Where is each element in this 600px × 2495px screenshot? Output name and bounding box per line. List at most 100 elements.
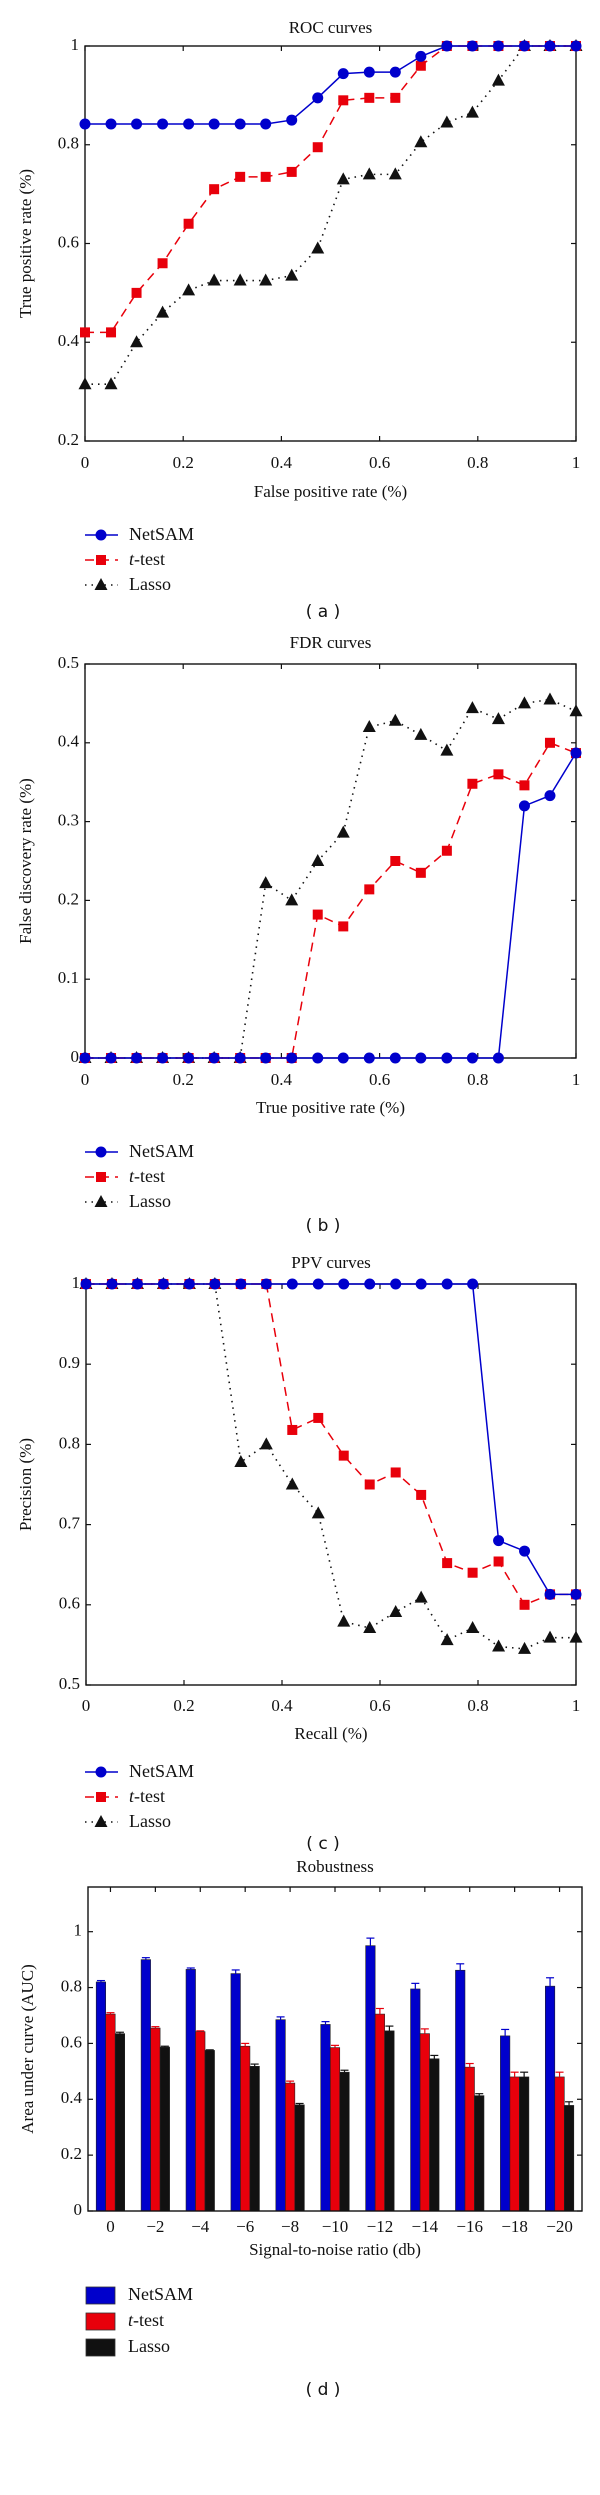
- data-point: [415, 1052, 427, 1064]
- data-point: [467, 1567, 478, 1578]
- data-point: [234, 1052, 246, 1064]
- data-point: [131, 118, 143, 130]
- data-point: [259, 273, 273, 286]
- y-tick-label: 0.1: [58, 968, 79, 987]
- data-point: [286, 1278, 298, 1290]
- x-tick-label: −18: [501, 2217, 528, 2236]
- x-tick-label: 0.6: [369, 1696, 390, 1715]
- y-tick-label: 1: [72, 1273, 81, 1292]
- plot-frame: [84, 45, 577, 442]
- data-point: [493, 769, 504, 780]
- legend-entry-lasso: Lasso: [85, 574, 171, 594]
- series-t-test: [81, 1279, 581, 1610]
- bar: [275, 2019, 286, 2212]
- legend-marker: [96, 555, 106, 565]
- bar: [114, 2033, 126, 2212]
- data-point: [286, 114, 298, 126]
- chart-panel-d: Robustness 0 0.2 0.4 0.6 0.8 1 Area under curve…: [18, 1857, 583, 2400]
- bar: [240, 2045, 251, 2212]
- bar: [140, 1959, 151, 2212]
- data-point: [519, 1599, 530, 1610]
- data-point: [209, 1278, 221, 1290]
- data-point: [183, 218, 194, 229]
- plot-frame: [85, 1283, 577, 1686]
- data-point: [233, 273, 247, 286]
- legend-label: t-test: [129, 1786, 165, 1806]
- data-point: [208, 1052, 220, 1064]
- legend-marker: [94, 1815, 108, 1827]
- data-point: [415, 1278, 427, 1290]
- legend-entry-t-test: t-test: [85, 549, 165, 569]
- y-tick-label: 0.2: [58, 430, 79, 449]
- bar: [509, 2076, 520, 2212]
- data-point: [78, 377, 92, 390]
- data-point: [390, 92, 401, 103]
- data-point: [492, 1052, 504, 1064]
- legend-swatch: [85, 2312, 116, 2331]
- data-point: [182, 283, 196, 296]
- data-point: [570, 1588, 582, 1600]
- data-point: [312, 909, 323, 920]
- data-point: [157, 118, 169, 130]
- x-tick-label: 0.2: [173, 1696, 194, 1715]
- data-point: [183, 1278, 195, 1290]
- data-point: [260, 1052, 272, 1064]
- legend-entry-netsam: NetSAM: [85, 1761, 194, 1781]
- bar: [419, 2033, 430, 2212]
- data-point: [570, 40, 582, 52]
- data-point: [80, 327, 90, 338]
- data-point: [337, 1614, 351, 1627]
- legend-entry-netsam: NetSAM: [85, 2284, 193, 2305]
- data-point: [259, 876, 273, 889]
- x-tick-label: 0.4: [271, 453, 293, 472]
- bar: [339, 2071, 350, 2212]
- y-tick-label: 0.5: [59, 1674, 80, 1693]
- data-point: [415, 50, 427, 62]
- bar: [105, 2013, 116, 2212]
- data-point: [338, 921, 349, 932]
- data-point: [466, 40, 478, 52]
- data-point: [311, 854, 325, 866]
- y-axis-label: Precision (%): [16, 1438, 35, 1531]
- legend-label: NetSAM: [129, 1761, 194, 1781]
- y-tick-label: 0: [74, 2200, 83, 2219]
- legend-label: Lasso: [129, 574, 171, 594]
- y-tick-label: 0.6: [58, 232, 79, 251]
- bar: [185, 1969, 196, 2212]
- y-axis-label: True positive rate (%): [16, 169, 35, 318]
- bar: [95, 1981, 107, 2212]
- data-point: [207, 273, 221, 286]
- legend-entry-t-test: t-test: [85, 2310, 164, 2331]
- data-point: [234, 118, 246, 130]
- data-point: [364, 884, 375, 895]
- data-point: [362, 720, 376, 733]
- series-line: [85, 741, 577, 1059]
- x-tick-label: 0: [106, 2217, 115, 2236]
- legend-entry-lasso: Lasso: [85, 1191, 171, 1211]
- legend-entry-netsam: NetSAM: [85, 524, 194, 544]
- y-tick-label: 0: [71, 1047, 80, 1066]
- x-tick-label: 0: [81, 453, 90, 472]
- chart-title: PPV curves: [291, 1253, 371, 1272]
- series-line: [85, 45, 576, 386]
- y-tick-label: 0.4: [58, 331, 80, 350]
- data-point: [440, 115, 454, 128]
- legend-swatch: [85, 2286, 116, 2305]
- data-point: [364, 1479, 375, 1490]
- data-point: [493, 1556, 504, 1567]
- y-tick-label: 1: [71, 35, 80, 54]
- bar: [544, 1985, 556, 2212]
- data-point: [312, 142, 323, 153]
- series-t-test: [80, 737, 581, 1063]
- data-point: [285, 268, 299, 281]
- bar: [230, 1973, 241, 2212]
- x-tick-label: 0.6: [369, 453, 390, 472]
- series-lasso: [78, 39, 583, 390]
- data-point: [183, 1052, 195, 1064]
- data-point: [467, 1278, 479, 1290]
- series-lasso: [114, 2025, 575, 2212]
- x-tick-label: 0.8: [467, 453, 488, 472]
- bar: [554, 2076, 565, 2212]
- data-point: [363, 66, 375, 78]
